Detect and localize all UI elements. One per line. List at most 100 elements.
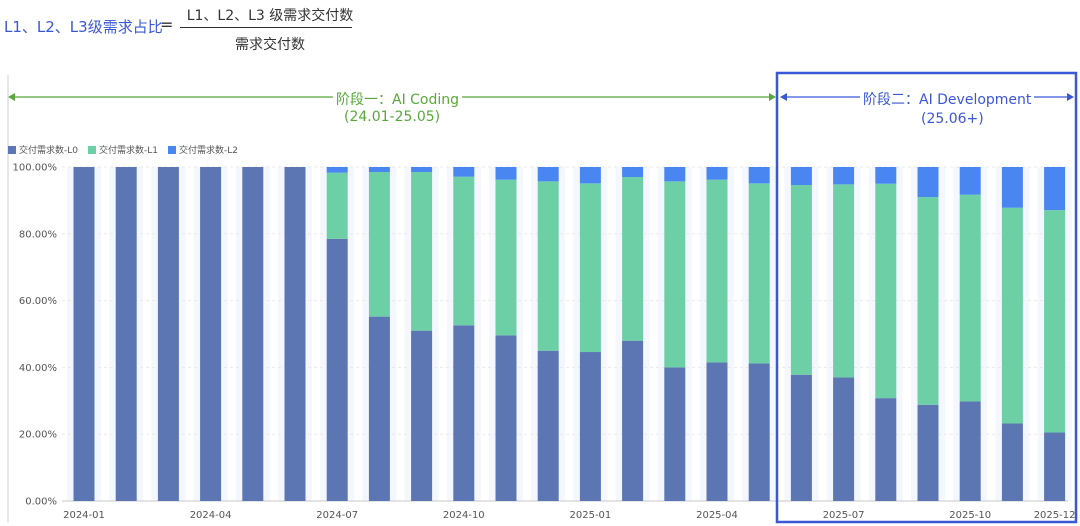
bar-segment-l2[interactable] <box>537 167 559 182</box>
formula-denominator: 需求交付数 <box>235 37 305 53</box>
bar-segment-l2[interactable] <box>622 167 644 178</box>
bar-segment-l1[interactable] <box>833 184 855 378</box>
bar-segment-l2[interactable] <box>1044 167 1066 211</box>
bar-segment-l2[interactable] <box>917 167 939 198</box>
phase1-range: (24.01-25.05) <box>341 109 444 125</box>
bar-segment-l0[interactable] <box>157 167 179 501</box>
legend-label-l1: 交付需求数-L1 <box>99 146 158 156</box>
y-tick-label: 20.00% <box>19 430 57 441</box>
legend: 交付需求数-L0 交付需求数-L1 交付需求数-L2 <box>8 143 238 156</box>
bar-segment-l2[interactable] <box>326 167 348 173</box>
bar-segment-l2[interactable] <box>1001 167 1023 208</box>
bar-segment-l1[interactable] <box>959 194 981 402</box>
phase2-range: (25.06+) <box>918 111 987 127</box>
bar-segment-l1[interactable] <box>664 181 686 368</box>
bar-segment-l1[interactable] <box>411 172 433 331</box>
bar-segment-l2[interactable] <box>748 167 770 184</box>
bar-segment-l0[interactable] <box>917 404 939 501</box>
gridlines <box>62 166 1068 502</box>
bar-segment-l0[interactable] <box>664 367 686 501</box>
bar-segment-l2[interactable] <box>453 167 475 177</box>
bar-segment-l0[interactable] <box>368 316 390 501</box>
bar-segment-l0[interactable] <box>411 330 433 501</box>
bar-segment-l1[interactable] <box>706 179 728 363</box>
bar-segment-l0[interactable] <box>579 352 601 501</box>
legend-label-l2: 交付需求数-L2 <box>179 146 238 156</box>
bar-segment-l1[interactable] <box>326 172 348 239</box>
bar-segment-l1[interactable] <box>368 172 390 317</box>
bar-segment-l0[interactable] <box>1044 432 1066 501</box>
legend-label-l0: 交付需求数-L0 <box>19 146 78 156</box>
y-tick-label: 100.00% <box>13 163 58 174</box>
legend-item-l2[interactable]: 交付需求数-L2 <box>168 143 238 156</box>
bar-segment-l1[interactable] <box>790 185 812 375</box>
bar-segment-l0[interactable] <box>495 335 517 501</box>
x-tick-label: 2025-07 <box>823 510 865 521</box>
legend-swatch-l1 <box>88 145 96 154</box>
arrow-head-left <box>8 93 15 101</box>
bar-segment-l0[interactable] <box>706 362 728 501</box>
bar-segment-l1[interactable] <box>453 176 475 326</box>
bar-segment-l2[interactable] <box>706 167 728 180</box>
arrow-head-right <box>769 93 776 101</box>
arrow-head-right <box>1067 93 1074 101</box>
x-axis: 2024-01 2024-04 2024-07 2024-10 2025-01 2025-… <box>63 510 1075 521</box>
bar-segment-l0[interactable] <box>622 340 644 501</box>
fraction-bar <box>180 27 352 28</box>
bar-segment-l2[interactable] <box>664 167 686 182</box>
bar-segment-l0[interactable] <box>790 374 812 501</box>
bar-segment-l0[interactable] <box>200 167 222 501</box>
phase2-label: 阶段二：AI Development <box>860 89 1035 109</box>
bar-segment-l1[interactable] <box>1001 207 1023 424</box>
bar-segment-l1[interactable] <box>1044 210 1066 433</box>
formula-equals: = <box>160 15 174 34</box>
bar-segment-l0[interactable] <box>453 325 475 501</box>
y-tick-label: 80.00% <box>19 229 57 240</box>
bar-segment-l0[interactable] <box>1001 423 1023 501</box>
y-tick-label: 40.00% <box>19 363 57 374</box>
bar-segment-l2[interactable] <box>790 167 812 186</box>
bar-segment-l2[interactable] <box>368 167 390 173</box>
bar-segment-l0[interactable] <box>959 401 981 501</box>
legend-swatch-l2 <box>168 145 176 154</box>
formula: L1、L2、L3级需求占比 = L1、L2、L3 级需求交付数 需求交付数 <box>0 0 380 56</box>
y-tick-label: 60.00% <box>19 296 57 307</box>
bar-segment-l2[interactable] <box>875 167 897 184</box>
arrow-head-left <box>780 93 787 101</box>
phase1-label: 阶段一：AI Coding <box>333 89 463 109</box>
bar-segment-l2[interactable] <box>833 167 855 185</box>
legend-item-l1[interactable]: 交付需求数-L1 <box>88 143 158 156</box>
x-tick-label: 2025-10 <box>949 510 991 521</box>
bar-segment-l2[interactable] <box>495 167 517 180</box>
x-tick-label: 2024-01 <box>63 510 105 521</box>
bar-segment-l0[interactable] <box>284 167 306 501</box>
legend-item-l0[interactable]: 交付需求数-L0 <box>8 143 78 156</box>
bar-segment-l0[interactable] <box>833 377 855 501</box>
bar-segment-l1[interactable] <box>917 197 939 405</box>
bar-segment-l0[interactable] <box>73 167 95 501</box>
bar-segment-l2[interactable] <box>579 167 601 184</box>
x-tick-label: 2024-04 <box>190 510 232 521</box>
x-tick-label: 2025-12 <box>1034 510 1076 521</box>
bar-segment-l0[interactable] <box>326 238 348 501</box>
bar-segment-l1[interactable] <box>579 183 601 353</box>
bar-segment-l2[interactable] <box>411 167 433 173</box>
bar-segment-l1[interactable] <box>495 179 517 336</box>
bar-segment-l2[interactable] <box>959 167 981 195</box>
x-tick-label: 2024-10 <box>443 510 485 521</box>
x-tick-label: 2025-01 <box>570 510 612 521</box>
formula-lhs: L1、L2、L3级需求占比 <box>4 18 163 36</box>
x-tick-label: 2025-04 <box>696 510 738 521</box>
bar-segment-l0[interactable] <box>537 350 559 501</box>
bar-segment-l1[interactable] <box>748 183 770 364</box>
bar-segment-l0[interactable] <box>875 398 897 501</box>
bar-segment-l1[interactable] <box>537 181 559 351</box>
bar-segment-l0[interactable] <box>242 167 264 501</box>
y-axis: 0.00% 20.00% 40.00% 60.00% 80.00% 100.00% <box>13 163 58 508</box>
bar-segment-l1[interactable] <box>875 183 897 399</box>
bar-segment-l1[interactable] <box>622 177 644 341</box>
y-tick-label: 0.00% <box>25 497 57 508</box>
bar-segment-l0[interactable] <box>748 363 770 501</box>
bar-segment-l0[interactable] <box>115 167 137 501</box>
